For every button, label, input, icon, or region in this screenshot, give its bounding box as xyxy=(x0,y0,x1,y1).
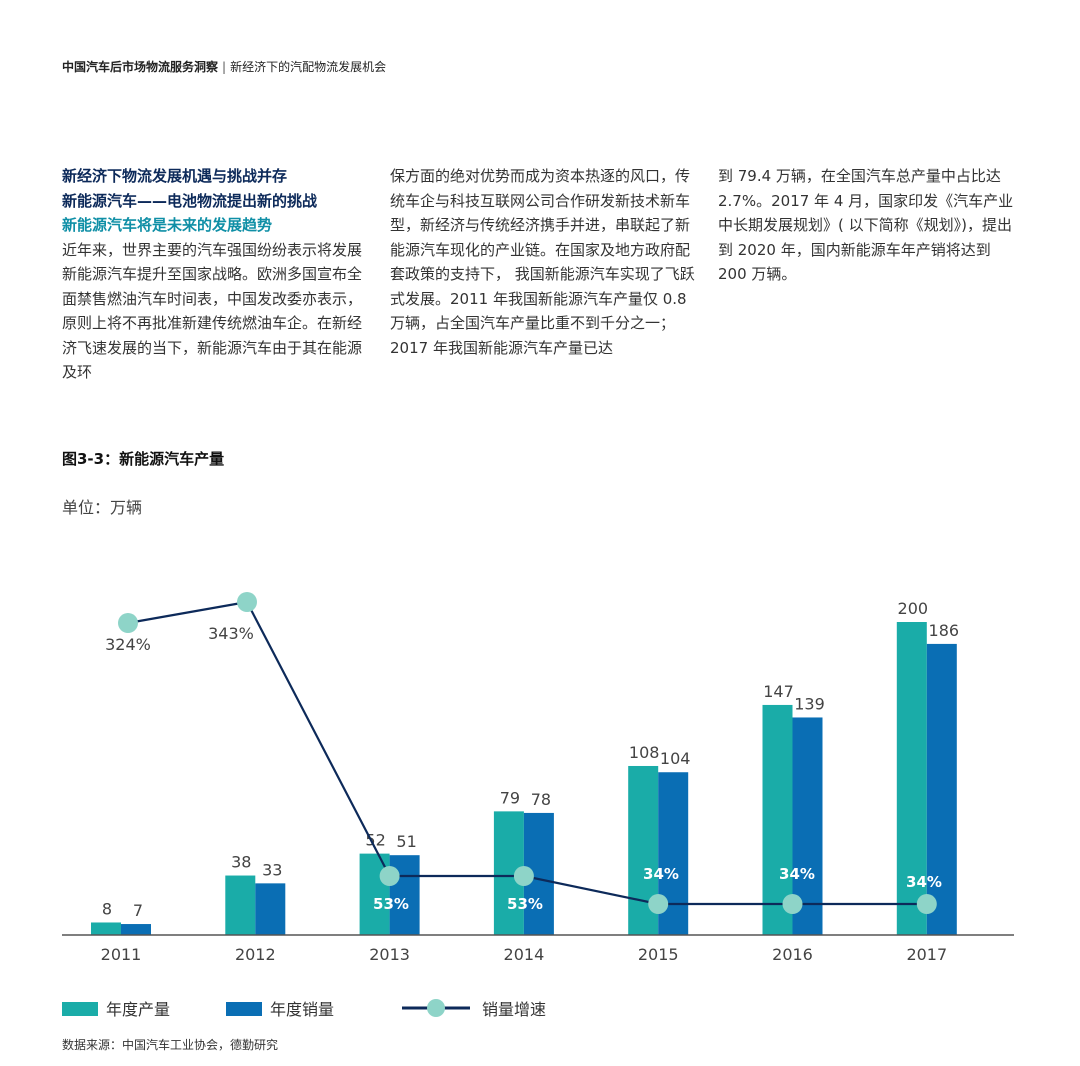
growth-marker-2013 xyxy=(379,866,400,886)
label-production-2013: 52 xyxy=(365,831,385,850)
bar-sales-2011 xyxy=(121,924,151,935)
bar-production-2011 xyxy=(91,922,121,935)
label-production-2015: 108 xyxy=(629,743,660,762)
growth-label-2017: 34% xyxy=(906,873,942,891)
figure-title: 图3-3：新能源汽车产量 xyxy=(62,450,225,468)
article-column-3: 到 79.4 万辆，在全国汽车总产量中占比达 2.7%。2017 年 4 月，国… xyxy=(718,164,1023,287)
label-production-2011: 8 xyxy=(102,899,112,918)
x-tick-2012: 2012 xyxy=(235,945,276,964)
label-sales-2015: 104 xyxy=(660,749,691,768)
growth-marker-2014 xyxy=(513,866,534,886)
growth-marker-2017 xyxy=(916,894,937,914)
topic-heading: 新能源汽车将是未来的发展趋势 xyxy=(62,216,273,234)
body-text-2: 保方面的绝对优势而成为资本热逐的风口，传统车企与科技互联网公司合作研发新技术新车… xyxy=(390,167,695,357)
growth-label-2015: 34% xyxy=(643,865,679,883)
label-production-2016: 147 xyxy=(763,682,794,701)
label-sales-2013: 51 xyxy=(396,832,416,851)
report-title: 中国汽车后市场物流服务洞察 xyxy=(62,60,219,74)
legend-growth-label: 销量增速 xyxy=(482,1000,547,1019)
growth-label-2013: 53% xyxy=(373,895,409,913)
production-swatch xyxy=(62,1002,98,1016)
growth-marker-2016 xyxy=(782,894,803,914)
growth-label-2011: 324% xyxy=(105,635,151,654)
subsection-heading: 新能源汽车——电池物流提出新的挑战 xyxy=(62,191,318,210)
bar-production-2012 xyxy=(225,875,256,935)
section-heading: 新经济下物流发展机遇与挑战并存 xyxy=(62,167,288,185)
label-sales-2012: 33 xyxy=(262,860,282,879)
report-subtitle: 新经济下的汽配物流发展机会 xyxy=(230,60,387,74)
unit-label: 单位：万辆 xyxy=(62,498,143,517)
label-sales-2011: 7 xyxy=(133,901,143,920)
x-tick-2014: 2014 xyxy=(504,945,545,964)
sales-swatch xyxy=(226,1002,262,1016)
bar-sales-2017 xyxy=(926,643,957,935)
x-tick-2011: 2011 xyxy=(101,945,142,964)
data-source: 数据来源：中国汽车工业协会，德勤研究 xyxy=(62,1038,279,1052)
growth-marker-2015 xyxy=(648,894,669,914)
page-header: 中国汽车后市场物流服务洞察 | 新经济下的汽配物流发展机会 xyxy=(62,58,386,75)
article-column-1: 新经济下物流发展机遇与挑战并存 新能源汽车——电池物流提出新的挑战 新能源汽车将… xyxy=(62,164,362,385)
legend-production-label: 年度产量 xyxy=(106,1000,171,1019)
x-tick-2015: 2015 xyxy=(638,945,679,964)
growth-marker-2012 xyxy=(237,592,257,612)
label-sales-2017: 186 xyxy=(929,621,960,640)
x-tick-2017: 2017 xyxy=(906,945,947,964)
label-sales-2014: 78 xyxy=(531,790,551,809)
production-sales-chart: 8 7 2011 38 33 2012 52 51 2013 79 78 2014 108 104 2015… xyxy=(62,592,1014,964)
growth-marker-2011 xyxy=(118,613,138,633)
body-text-3: 到 79.4 万辆，在全国汽车总产量中占比达 2.7%。2017 年 4 月，国… xyxy=(718,167,1014,283)
article-column-2: 保方面的绝对优势而成为资本热逐的风口，传统车企与科技互联网公司合作研发新技术新车… xyxy=(390,164,695,360)
growth-label-2016: 34% xyxy=(779,865,815,883)
growth-line-swatch xyxy=(402,999,470,1017)
label-production-2012: 38 xyxy=(231,853,251,872)
header-separator: | xyxy=(222,60,227,74)
growth-label-2012: 343% xyxy=(208,624,254,643)
legend-sales-label: 年度销量 xyxy=(270,1000,335,1019)
bar-production-2017 xyxy=(896,622,927,935)
x-tick-2016: 2016 xyxy=(772,945,813,964)
label-production-2017: 200 xyxy=(898,599,929,618)
x-tick-2013: 2013 xyxy=(369,945,410,964)
label-sales-2016: 139 xyxy=(794,694,825,713)
growth-label-2014: 53% xyxy=(507,895,543,913)
label-production-2014: 79 xyxy=(500,788,520,807)
bar-sales-2012 xyxy=(255,883,286,935)
body-text-1: 近年来，世界主要的汽车强国纷纷表示将发展新能源汽车提升至国家战略。欧洲多国宣布全… xyxy=(62,240,363,382)
